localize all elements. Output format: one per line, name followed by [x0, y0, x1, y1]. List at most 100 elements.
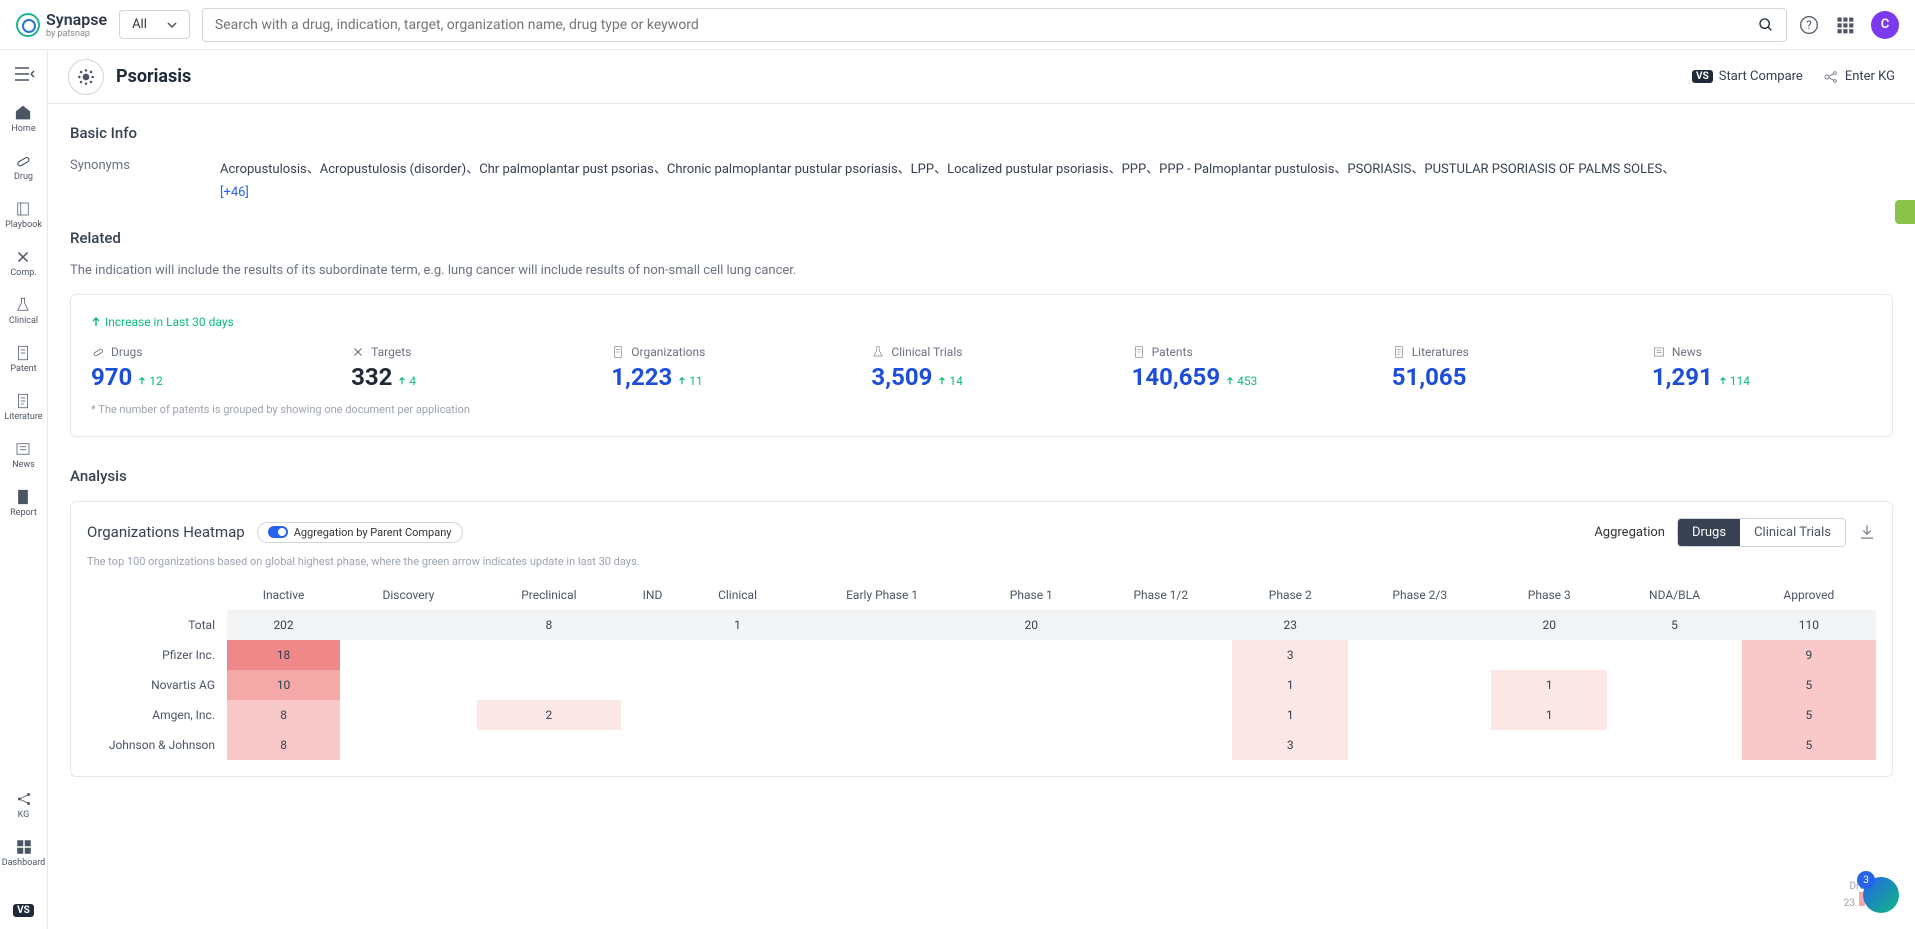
heatmap-cell[interactable]	[1348, 610, 1491, 640]
heatmap-cell[interactable]	[621, 640, 684, 670]
heatmap-cell[interactable]	[621, 700, 684, 730]
help-icon[interactable]: ?	[1799, 15, 1819, 35]
heatmap-row[interactable]: Total202812023205110	[87, 610, 1876, 640]
heatmap-cell[interactable]	[340, 610, 477, 640]
heatmap-cell[interactable]	[1089, 610, 1232, 640]
heatmap-cell[interactable]	[791, 670, 973, 700]
heatmap-row[interactable]: Amgen, Inc.82115	[87, 700, 1876, 730]
heatmap-cell[interactable]	[1348, 700, 1491, 730]
sidebar-item-compare[interactable]: VS	[13, 904, 34, 917]
heatmap-cell[interactable]: 3	[1232, 730, 1348, 760]
stat-clinical-trials[interactable]: Clinical Trials3,509 14	[871, 345, 1091, 391]
heatmap-cell[interactable]	[340, 700, 477, 730]
sidebar-item-news[interactable]: News	[12, 440, 35, 470]
heatmap-cell[interactable]	[340, 640, 477, 670]
tab-clinical-trials[interactable]: Clinical Trials	[1740, 519, 1845, 546]
heatmap-cell[interactable]: 1	[684, 610, 791, 640]
heatmap-cell[interactable]	[973, 640, 1089, 670]
heatmap-cell[interactable]: 5	[1742, 700, 1876, 730]
sidebar-item-comp[interactable]: Comp.	[10, 248, 36, 278]
stat-organizations[interactable]: Organizations1,223 11	[611, 345, 831, 391]
heatmap-cell[interactable]	[340, 670, 477, 700]
heatmap-cell[interactable]: 202	[227, 610, 340, 640]
stat-targets[interactable]: Targets332 4	[351, 345, 571, 391]
heatmap-row[interactable]: Novartis AG10115	[87, 670, 1876, 700]
avatar[interactable]: C	[1871, 11, 1899, 39]
heatmap-cell[interactable]	[791, 640, 973, 670]
sidebar-item-playbook[interactable]: Playbook	[5, 200, 42, 230]
enter-kg-button[interactable]: Enter KG	[1823, 69, 1895, 85]
heatmap-cell[interactable]	[1348, 730, 1491, 760]
sidebar-item-report[interactable]: Report	[10, 488, 37, 518]
heatmap-cell[interactable]	[1607, 640, 1741, 670]
heatmap-cell[interactable]: 5	[1607, 610, 1741, 640]
heatmap-cell[interactable]: 5	[1742, 730, 1876, 760]
heatmap-cell[interactable]: 1	[1491, 670, 1607, 700]
feedback-tab[interactable]	[1895, 200, 1915, 224]
search-box[interactable]	[202, 8, 1787, 42]
stat-news[interactable]: News1,291 114	[1652, 345, 1872, 391]
heatmap-cell[interactable]	[791, 700, 973, 730]
sidebar-item-clinical[interactable]: Clinical	[9, 296, 38, 326]
start-compare-button[interactable]: VS Start Compare	[1692, 69, 1803, 84]
sidebar-toggle-icon[interactable]	[12, 62, 36, 86]
heatmap-row[interactable]: Johnson & Johnson835	[87, 730, 1876, 760]
heatmap-cell[interactable]	[621, 670, 684, 700]
heatmap-cell[interactable]	[1348, 640, 1491, 670]
heatmap-cell[interactable]: 5	[1742, 670, 1876, 700]
heatmap-cell[interactable]: 20	[1491, 610, 1607, 640]
heatmap-cell[interactable]: 23	[1232, 610, 1348, 640]
heatmap-cell[interactable]: 1	[1232, 670, 1348, 700]
heatmap-cell[interactable]	[1491, 640, 1607, 670]
heatmap-cell[interactable]: 8	[227, 700, 340, 730]
heatmap-cell[interactable]: 8	[477, 610, 621, 640]
sidebar-item-kg[interactable]: KG	[15, 790, 33, 820]
stat-literatures[interactable]: Literatures51,065	[1392, 345, 1612, 391]
logo[interactable]: Synapse by patsnap	[16, 10, 107, 39]
sidebar-item-literature[interactable]: Literature	[4, 392, 42, 422]
heatmap-cell[interactable]	[973, 670, 1089, 700]
stat-drugs[interactable]: Drugs970 12	[91, 345, 311, 391]
heatmap-cell[interactable]	[973, 700, 1089, 730]
heatmap-cell[interactable]: 20	[973, 610, 1089, 640]
heatmap-cell[interactable]: 10	[227, 670, 340, 700]
heatmap-cell[interactable]	[684, 670, 791, 700]
heatmap-cell[interactable]	[1607, 700, 1741, 730]
heatmap-cell[interactable]	[684, 700, 791, 730]
heatmap-cell[interactable]	[684, 640, 791, 670]
heatmap-cell[interactable]	[477, 670, 621, 700]
heatmap-cell[interactable]: 1	[1232, 700, 1348, 730]
heatmap-cell[interactable]	[1089, 670, 1232, 700]
heatmap-cell[interactable]	[1607, 670, 1741, 700]
heatmap-cell[interactable]	[1089, 640, 1232, 670]
heatmap-cell[interactable]	[1491, 730, 1607, 760]
heatmap-cell[interactable]	[973, 730, 1089, 760]
aggregation-toggle[interactable]: Aggregation by Parent Company	[257, 522, 463, 543]
heatmap-cell[interactable]	[621, 730, 684, 760]
heatmap-cell[interactable]: 9	[1742, 640, 1876, 670]
heatmap-cell[interactable]: 2	[477, 700, 621, 730]
search-icon[interactable]	[1758, 17, 1774, 33]
chat-button[interactable]: 3	[1863, 877, 1899, 913]
synonyms-more-link[interactable]: [+46]	[220, 185, 249, 200]
stat-patents[interactable]: Patents140,659 453	[1132, 345, 1352, 391]
heatmap-cell[interactable]	[1089, 730, 1232, 760]
heatmap-cell[interactable]: 3	[1232, 640, 1348, 670]
heatmap-cell[interactable]	[791, 730, 973, 760]
heatmap-cell[interactable]	[791, 610, 973, 640]
heatmap-cell[interactable]	[1089, 700, 1232, 730]
heatmap-cell[interactable]: 110	[1742, 610, 1876, 640]
sidebar-item-drug[interactable]: Drug	[14, 152, 33, 182]
heatmap-cell[interactable]	[621, 610, 684, 640]
heatmap-cell[interactable]	[477, 730, 621, 760]
search-input[interactable]	[215, 17, 1758, 33]
heatmap-cell[interactable]: 8	[227, 730, 340, 760]
search-scope-dropdown[interactable]: All	[119, 10, 190, 39]
heatmap-cell[interactable]: 1	[1491, 700, 1607, 730]
heatmap-cell[interactable]	[340, 730, 477, 760]
apps-icon[interactable]	[1835, 15, 1855, 35]
heatmap-row[interactable]: Pfizer Inc.1839	[87, 640, 1876, 670]
tab-drugs[interactable]: Drugs	[1678, 519, 1740, 546]
download-icon[interactable]	[1858, 523, 1876, 541]
heatmap-cell[interactable]	[1607, 730, 1741, 760]
